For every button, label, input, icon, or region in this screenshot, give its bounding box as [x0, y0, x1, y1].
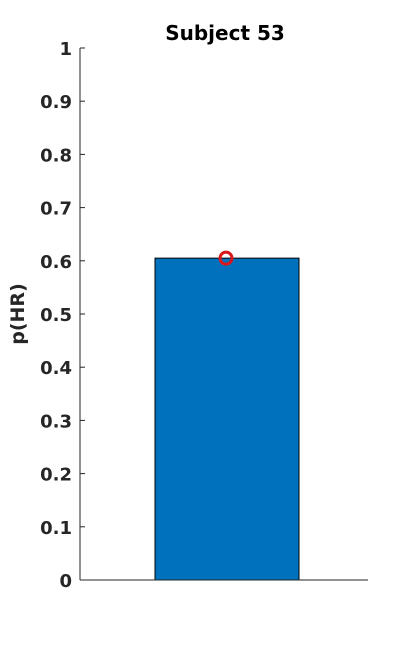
- y-tick-label: 0.9: [40, 92, 72, 113]
- y-tick-label: 0.7: [40, 199, 72, 220]
- y-tick-label: 0.2: [40, 465, 72, 486]
- plot-area: 0 0.1 0.2 0.3 0.4 0.5 0.6 0.7 0.8 0.9 1: [40, 39, 368, 592]
- y-tick-label: 0.4: [40, 358, 72, 379]
- y-tick-label: 0: [59, 571, 72, 592]
- y-axis-title: p(HR): [7, 283, 29, 345]
- y-tick-label: 0.6: [40, 252, 72, 273]
- y-tick-label: 0.3: [40, 411, 72, 432]
- y-tick-label: 1: [59, 39, 72, 60]
- y-tick-label: 0.8: [40, 145, 72, 166]
- y-tick-label: 0.1: [40, 518, 72, 539]
- chart-title: Subject 53: [165, 21, 285, 45]
- bar: [154, 257, 300, 581]
- y-tick-label: 0.5: [40, 305, 72, 326]
- data-point-marker: [218, 250, 234, 266]
